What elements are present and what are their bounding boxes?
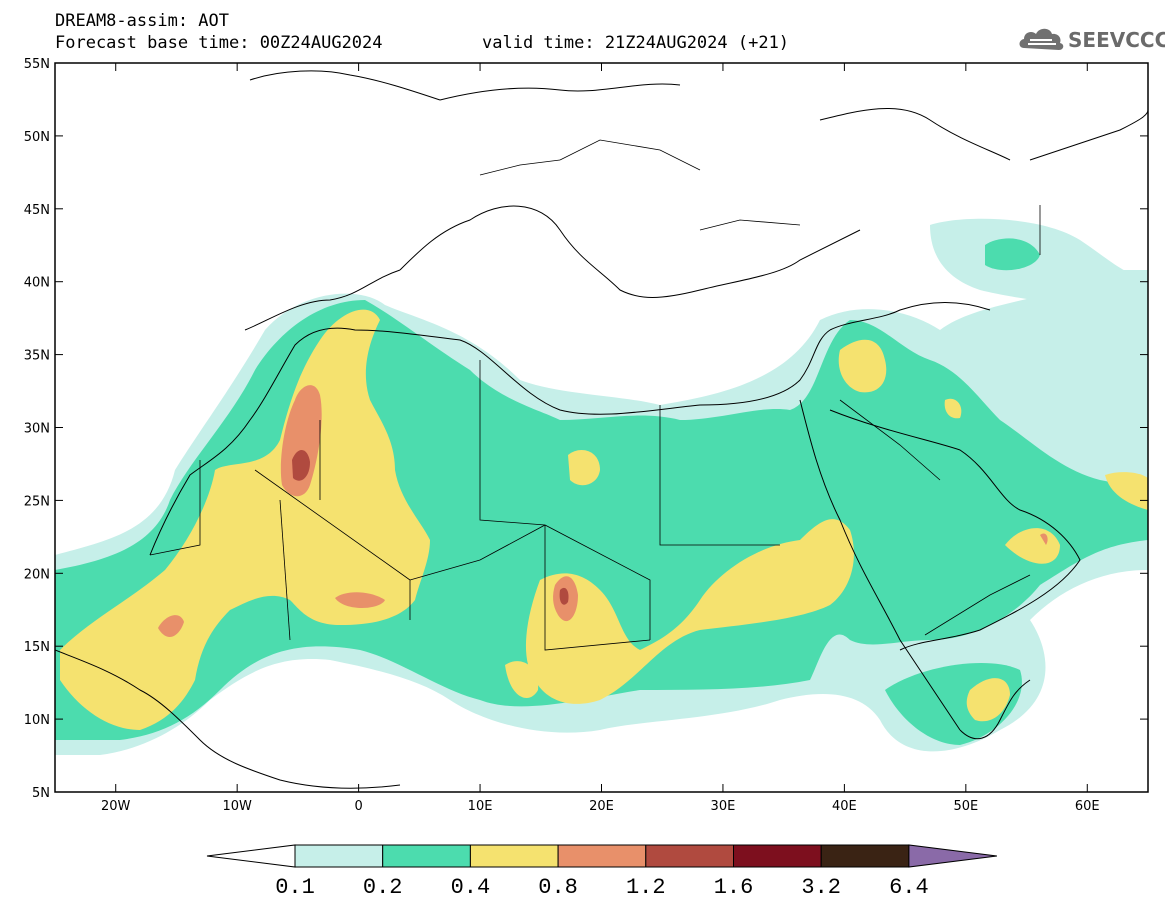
lat-tick-label: 45N — [24, 203, 50, 218]
colorbar-label: 0.8 — [538, 875, 578, 900]
lat-tick-label: 10N — [24, 713, 50, 728]
lon-tick-label: 50E — [953, 799, 978, 814]
lon-tick-label: 60E — [1075, 799, 1100, 814]
map-title: DREAM8-assim: AOT — [55, 11, 229, 31]
lat-tick-label: 20N — [24, 567, 50, 582]
valid-time: valid time: 21Z24AUG2024 (+21) — [482, 33, 790, 53]
lon-tick-label: 40E — [832, 799, 857, 814]
lon-tick-label: 10W — [222, 799, 252, 814]
colorbar-segment — [382, 844, 471, 868]
coastlines — [55, 70, 1148, 789]
forecast-base-time: Forecast base time: 00Z24AUG2024 — [55, 33, 383, 53]
lat-tick-label: 25N — [24, 494, 50, 509]
lon-tick-label: 20E — [589, 799, 614, 814]
colorbar-label: 1.2 — [626, 875, 666, 900]
colorbar-segment — [645, 844, 734, 868]
colorbar-label: 0.4 — [451, 875, 491, 900]
lat-tick-label: 35N — [24, 349, 50, 364]
seevccc-logo: SEEVCCC — [1016, 22, 1165, 56]
lat-tick-label: 50N — [24, 130, 50, 145]
lat-tick-label: 5N — [32, 786, 50, 801]
lat-tick-label: 55N — [24, 57, 50, 72]
aot-band-1.2-1.6 — [292, 450, 569, 605]
lon-tick-label: 10E — [468, 799, 493, 814]
lat-tick-label: 40N — [24, 276, 50, 291]
colorbar-segment — [820, 844, 910, 868]
lon-tick-label: 0 — [354, 799, 362, 814]
colorbar-segment — [733, 844, 822, 868]
lon-tick-label: 20W — [101, 799, 131, 814]
lat-tick-label: 15N — [24, 640, 50, 655]
country-borders — [149, 139, 1041, 651]
colorbar: 0.1 0.2 0.4 0.8 1.2 1.6 3.2 6.4 — [206, 844, 997, 900]
lon-tick-label: 30E — [711, 799, 736, 814]
colorbar-label: 0.1 — [275, 875, 315, 900]
colorbar-label: 0.2 — [363, 875, 403, 900]
longitude-axis: 20W 10W 0 10E 20E 30E 40E 50E 60E — [101, 63, 1100, 814]
colorbar-label: 1.6 — [714, 875, 754, 900]
colorbar-label: 6.4 — [889, 875, 929, 900]
aot-contours — [55, 218, 1148, 755]
colorbar-label: 3.2 — [801, 875, 841, 900]
colorbar-segment — [469, 844, 559, 868]
colorbar-low-arrow — [206, 844, 296, 868]
lat-tick-label: 30N — [24, 422, 50, 437]
logo-text: SEEVCCC — [1068, 28, 1165, 52]
colorbar-high-arrow — [908, 844, 997, 868]
latitude-axis: 55N 50N 45N 40N 35N 30N 25N 20N 15N 10N 5N — [24, 57, 1148, 801]
colorbar-segment — [557, 844, 647, 868]
aot-band-0.4-0.8 — [60, 309, 1148, 730]
colorbar-segment — [294, 844, 384, 868]
cloud-icon — [1019, 28, 1064, 50]
